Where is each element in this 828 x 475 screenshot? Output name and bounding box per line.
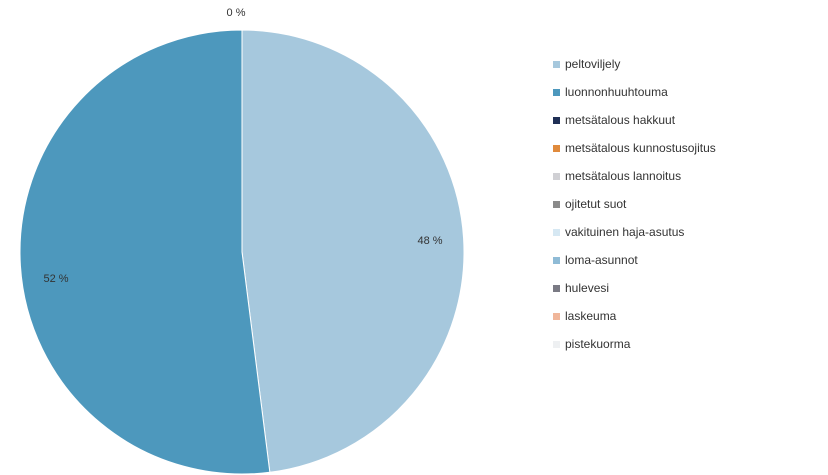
chart-legend: peltoviljely luonnonhuuhtouma metsätalous … [553,50,716,358]
legend-swatch [553,144,560,152]
legend-item-loma-asunnot: loma-asunnot [553,246,716,274]
legend-item-hulevesi: hulevesi [553,274,716,302]
legend-label: metsätalous hakkuut [565,113,676,127]
pie-slice-peltoviljely [241,29,465,473]
legend-swatch [553,228,560,236]
slice-label-metsätalous-hakkuut: 0 % [227,7,246,19]
legend-label: pistekuorma [565,337,631,351]
legend-swatch [553,340,560,348]
legend-item-metsätalous-kunnostusojitus: metsätalous kunnostusojitus [553,134,716,162]
slice-label-luonnonhuuhtouma: 52 % [43,273,68,285]
legend-label: hulevesi [565,281,610,295]
legend-label: loma-asunnot [565,253,638,267]
legend-label: luonnonhuuhtouma [565,85,668,99]
legend-item-metsätalous-lannoitus: metsätalous lannoitus [553,162,716,190]
legend-label: metsätalous lannoitus [565,169,682,183]
legend-swatch [553,60,560,68]
legend-label: laskeuma [565,309,617,323]
legend-label: ojitetut suot [565,197,627,211]
legend-swatch [553,116,560,124]
legend-item-peltoviljely: peltoviljely [553,50,716,78]
legend-label: peltoviljely [565,57,621,71]
legend-item-metsätalous-hakkuut: metsätalous hakkuut [553,106,716,134]
legend-label: metsätalous kunnostusojitus [565,141,716,155]
legend-item-vakituinen-haja-asutus: vakituinen haja-asutus [553,218,716,246]
legend-label: vakituinen haja-asutus [565,225,685,239]
legend-swatch [553,172,560,180]
slice-label-peltoviljely: 48 % [417,235,442,247]
legend-swatch [553,200,560,208]
legend-item-ojitetut-suot: ojitetut suot [553,190,716,218]
legend-item-luonnonhuuhtouma: luonnonhuuhtouma [553,78,716,106]
legend-item-pistekuorma: pistekuorma [553,330,716,358]
legend-swatch [553,284,560,292]
legend-item-laskeuma: laskeuma [553,302,716,330]
legend-swatch [553,312,560,320]
pie-slice-luonnonhuuhtouma [19,29,271,475]
legend-swatch [553,88,560,96]
legend-swatch [553,256,560,264]
